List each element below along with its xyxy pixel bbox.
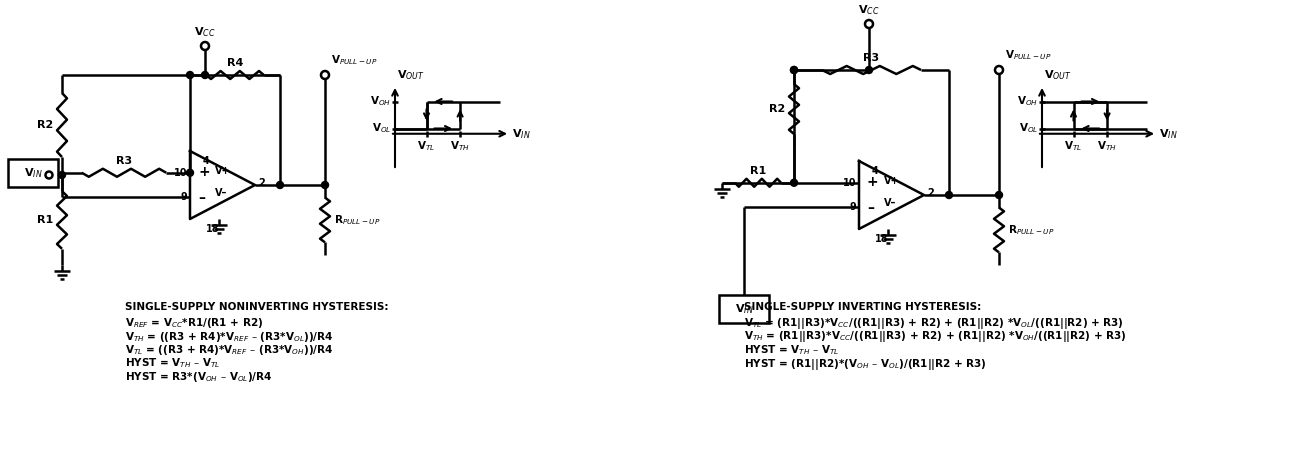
Text: V–: V– [215, 188, 226, 198]
Text: 4: 4 [203, 156, 209, 166]
Text: V$_{TH}$ = (R1||R3)*V$_{CC}$/((R1||R3) + R2) + (R1||R2) *V$_{OH}$/((R1||R2) + R3: V$_{TH}$ = (R1||R3)*V$_{CC}$/((R1||R3) +… [744, 330, 1127, 344]
Text: V$_{IN}$: V$_{IN}$ [734, 302, 753, 316]
Bar [8, 159, 58, 187]
Text: 2: 2 [258, 178, 264, 188]
Circle shape [791, 66, 797, 74]
Text: R1: R1 [750, 166, 766, 176]
Circle shape [865, 66, 873, 74]
Text: V$_{IN}$: V$_{IN}$ [24, 166, 42, 180]
Text: 9: 9 [850, 202, 856, 212]
Text: V+: V+ [215, 166, 230, 176]
Text: R$_{PULL-UP}$: R$_{PULL-UP}$ [334, 213, 381, 227]
Text: 10: 10 [174, 168, 187, 178]
Circle shape [202, 71, 208, 79]
Circle shape [276, 181, 284, 189]
Text: 10: 10 [843, 178, 856, 188]
Text: V$_{CC}$: V$_{CC}$ [859, 3, 880, 17]
Text: 18: 18 [206, 224, 220, 234]
Text: R3: R3 [117, 156, 132, 166]
Text: V$_{OL}$: V$_{OL}$ [372, 122, 391, 136]
Circle shape [791, 66, 797, 74]
Text: HYST = (R1||R2)*(V$_{OH}$ – V$_{OL}$)/(R1||R2 + R3): HYST = (R1||R2)*(V$_{OH}$ – V$_{OL}$)/(R… [744, 357, 987, 371]
Text: V$_{TL}$ = (R1||R3)*V$_{CC}$/((R1||R3) + R2) + (R1||R2) *V$_{OL}$/((R1||R2) + R3: V$_{TL}$ = (R1||R3)*V$_{CC}$/((R1||R3) +… [744, 316, 1124, 331]
Text: V+: V+ [884, 176, 899, 186]
Text: SINGLE-SUPPLY NONINVERTING HYSTERESIS:: SINGLE-SUPPLY NONINVERTING HYSTERESIS: [124, 302, 389, 312]
Text: –: – [198, 191, 206, 205]
Text: R$_{PULL-UP}$: R$_{PULL-UP}$ [1008, 223, 1055, 237]
Text: –: – [867, 201, 874, 215]
Text: SINGLE-SUPPLY INVERTING HYSTERESIS:: SINGLE-SUPPLY INVERTING HYSTERESIS: [744, 302, 982, 312]
Text: V$_{IN}$: V$_{IN}$ [512, 127, 530, 141]
Text: V$_{TL}$ = ((R3 + R4)*V$_{REF}$ – (R3*V$_{OH}$))/R4: V$_{TL}$ = ((R3 + R4)*V$_{REF}$ – (R3*V$… [124, 343, 334, 357]
Circle shape [59, 172, 65, 179]
Circle shape [996, 192, 1003, 198]
Text: V$_{IN}$: V$_{IN}$ [1158, 127, 1178, 141]
Text: V$_{OUT}$: V$_{OUT}$ [397, 68, 425, 82]
Text: V$_{OUT}$: V$_{OUT}$ [1045, 68, 1072, 82]
Circle shape [945, 192, 953, 198]
Text: V$_{TH}$ = ((R3 + R4)*V$_{REF}$ – (R3*V$_{OL}$))/R4: V$_{TH}$ = ((R3 + R4)*V$_{REF}$ – (R3*V$… [124, 330, 334, 343]
Text: V$_{PULL-UP}$: V$_{PULL-UP}$ [331, 53, 377, 67]
Text: +: + [198, 165, 209, 179]
Text: V$_{OH}$: V$_{OH}$ [1017, 95, 1038, 108]
Text: V$_{OL}$: V$_{OL}$ [1018, 122, 1038, 136]
Text: R3: R3 [864, 53, 880, 63]
Circle shape [186, 71, 194, 79]
Text: V$_{TH}$: V$_{TH}$ [450, 139, 470, 153]
Text: V$_{PULL-UP}$: V$_{PULL-UP}$ [1005, 48, 1051, 62]
Text: +: + [867, 175, 878, 189]
Text: HYST = V$_{TH}$ – V$_{TL}$: HYST = V$_{TH}$ – V$_{TL}$ [744, 343, 839, 357]
Text: HYST = R3*(V$_{OH}$ – V$_{OL}$)/R4: HYST = R3*(V$_{OH}$ – V$_{OL}$)/R4 [124, 370, 272, 384]
Bar [719, 295, 768, 323]
Text: 2: 2 [927, 188, 933, 198]
Text: V–: V– [884, 198, 897, 208]
Text: V$_{TH}$: V$_{TH}$ [1097, 139, 1117, 153]
Text: R4: R4 [226, 58, 243, 68]
Text: V$_{CC}$: V$_{CC}$ [194, 25, 216, 39]
Circle shape [791, 179, 797, 186]
Text: HYST = V$_{TH}$ – V$_{TL}$: HYST = V$_{TH}$ – V$_{TL}$ [124, 357, 221, 370]
Text: V$_{REF}$: V$_{REF}$ [21, 168, 46, 182]
Text: 18: 18 [874, 234, 889, 244]
Text: 9: 9 [181, 192, 187, 202]
Text: V$_{TL}$: V$_{TL}$ [1064, 139, 1083, 153]
Text: R2: R2 [37, 120, 52, 130]
Text: R1: R1 [37, 215, 52, 225]
Text: V$_{REF}$ = V$_{CC}$*R1/(R1 + R2): V$_{REF}$ = V$_{CC}$*R1/(R1 + R2) [124, 316, 263, 330]
Text: V$_{TL}$: V$_{TL}$ [418, 139, 436, 153]
Circle shape [322, 181, 329, 189]
Text: R2: R2 [768, 104, 785, 114]
Text: 4: 4 [872, 166, 878, 176]
Circle shape [186, 169, 194, 176]
Text: V$_{OH}$: V$_{OH}$ [370, 95, 391, 108]
